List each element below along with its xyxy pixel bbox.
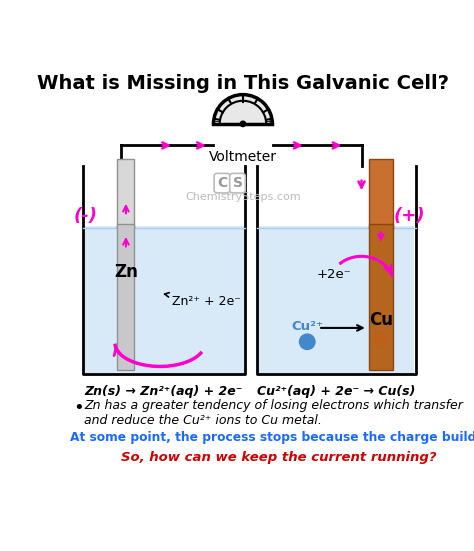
Text: −: − — [212, 117, 220, 127]
Text: Zn²⁺ + 2e⁻: Zn²⁺ + 2e⁻ — [164, 293, 240, 308]
Circle shape — [374, 333, 387, 345]
Text: Voltmeter: Voltmeter — [209, 150, 277, 164]
Text: S: S — [233, 176, 243, 190]
Polygon shape — [213, 95, 273, 124]
Bar — [118, 159, 135, 228]
Bar — [369, 224, 392, 370]
Text: (-): (-) — [73, 207, 97, 225]
Text: Zn: Zn — [114, 263, 138, 282]
Bar — [84, 226, 244, 372]
Text: +2e⁻: +2e⁻ — [317, 268, 352, 280]
Circle shape — [300, 334, 315, 349]
Text: At some point, the process stops because the charge build up.: At some point, the process stops because… — [70, 431, 474, 444]
Text: +: + — [265, 117, 273, 127]
Text: What is Missing in This Galvanic Cell?: What is Missing in This Galvanic Cell? — [37, 74, 449, 93]
Text: Cu²⁺: Cu²⁺ — [291, 320, 323, 333]
Text: (+): (+) — [394, 207, 426, 225]
Bar — [118, 224, 135, 370]
Text: Zn(s) → Zn²⁺(aq) + 2e⁻: Zn(s) → Zn²⁺(aq) + 2e⁻ — [85, 385, 243, 398]
Bar — [258, 226, 414, 372]
Text: Zn has a greater tendency of losing electrons which transfer: Zn has a greater tendency of losing elec… — [84, 399, 463, 412]
Text: C: C — [217, 176, 227, 190]
Text: and reduce the Cu²⁺ ions to Cu metal.: and reduce the Cu²⁺ ions to Cu metal. — [84, 414, 322, 427]
Bar — [369, 159, 392, 228]
Text: ChemistrySteps.com: ChemistrySteps.com — [185, 192, 301, 202]
Text: Cu²⁺(aq) + 2e⁻ → Cu(s): Cu²⁺(aq) + 2e⁻ → Cu(s) — [257, 385, 416, 398]
Text: So, how can we keep the current running?: So, how can we keep the current running? — [121, 451, 437, 464]
Circle shape — [240, 121, 246, 127]
Text: •: • — [73, 399, 84, 417]
Text: Cu: Cu — [369, 311, 393, 329]
